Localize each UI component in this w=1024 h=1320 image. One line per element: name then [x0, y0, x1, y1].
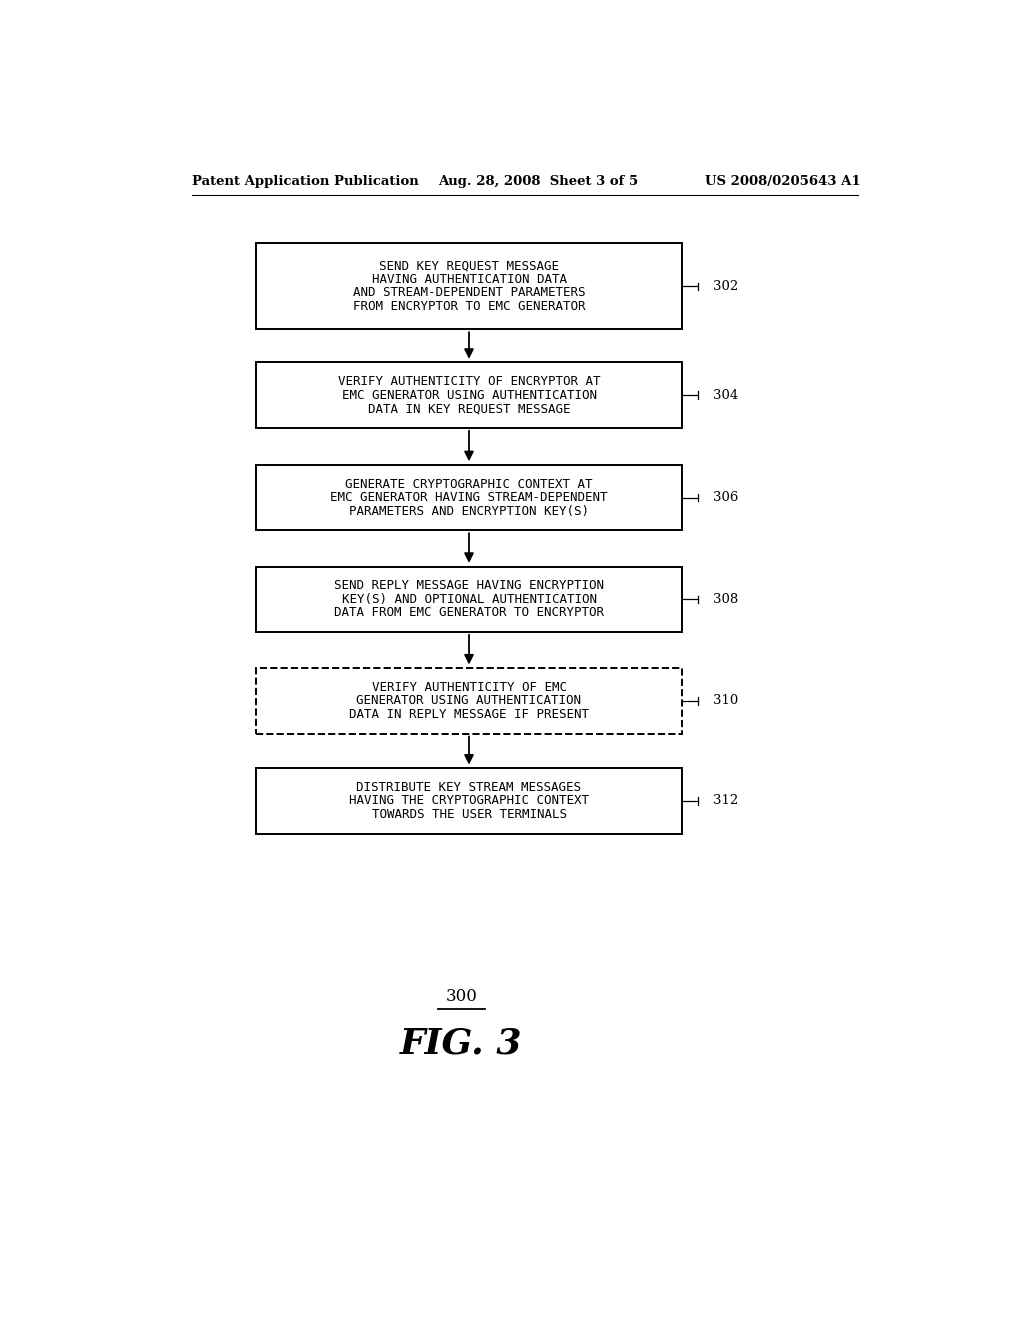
Text: Patent Application Publication: Patent Application Publication: [191, 176, 418, 189]
FancyBboxPatch shape: [256, 363, 682, 428]
Text: TOWARDS THE USER TERMINALS: TOWARDS THE USER TERMINALS: [372, 808, 566, 821]
Text: SEND REPLY MESSAGE HAVING ENCRYPTION: SEND REPLY MESSAGE HAVING ENCRYPTION: [334, 579, 604, 593]
Text: VERIFY AUTHENTICITY OF ENCRYPTOR AT: VERIFY AUTHENTICITY OF ENCRYPTOR AT: [338, 375, 600, 388]
Text: EMC GENERATOR USING AUTHENTICATION: EMC GENERATOR USING AUTHENTICATION: [341, 388, 597, 401]
Text: DISTRIBUTE KEY STREAM MESSAGES: DISTRIBUTE KEY STREAM MESSAGES: [356, 781, 582, 795]
Text: GENERATOR USING AUTHENTICATION: GENERATOR USING AUTHENTICATION: [356, 694, 582, 708]
Text: AND STREAM-DEPENDENT PARAMETERS: AND STREAM-DEPENDENT PARAMETERS: [352, 286, 586, 300]
Text: FIG. 3: FIG. 3: [400, 1027, 522, 1061]
Text: DATA IN KEY REQUEST MESSAGE: DATA IN KEY REQUEST MESSAGE: [368, 403, 570, 416]
Text: 308: 308: [713, 593, 738, 606]
Text: 310: 310: [713, 694, 738, 708]
Text: 312: 312: [713, 795, 738, 808]
FancyBboxPatch shape: [256, 243, 682, 330]
Text: DATA IN REPLY MESSAGE IF PRESENT: DATA IN REPLY MESSAGE IF PRESENT: [349, 708, 589, 721]
Text: FROM ENCRYPTOR TO EMC GENERATOR: FROM ENCRYPTOR TO EMC GENERATOR: [352, 300, 586, 313]
Text: KEY(S) AND OPTIONAL AUTHENTICATION: KEY(S) AND OPTIONAL AUTHENTICATION: [341, 593, 597, 606]
Text: Aug. 28, 2008  Sheet 3 of 5: Aug. 28, 2008 Sheet 3 of 5: [438, 176, 638, 189]
Text: HAVING AUTHENTICATION DATA: HAVING AUTHENTICATION DATA: [372, 273, 566, 286]
Text: GENERATE CRYPTOGRAPHIC CONTEXT AT: GENERATE CRYPTOGRAPHIC CONTEXT AT: [345, 478, 593, 491]
FancyBboxPatch shape: [256, 465, 682, 531]
FancyBboxPatch shape: [256, 566, 682, 632]
Text: HAVING THE CRYPTOGRAPHIC CONTEXT: HAVING THE CRYPTOGRAPHIC CONTEXT: [349, 795, 589, 808]
Text: EMC GENERATOR HAVING STREAM-DEPENDENT: EMC GENERATOR HAVING STREAM-DEPENDENT: [331, 491, 608, 504]
Text: 304: 304: [713, 388, 738, 401]
FancyBboxPatch shape: [256, 668, 682, 734]
Text: 302: 302: [713, 280, 738, 293]
Text: PARAMETERS AND ENCRYPTION KEY(S): PARAMETERS AND ENCRYPTION KEY(S): [349, 504, 589, 517]
Text: 306: 306: [713, 491, 738, 504]
Text: DATA FROM EMC GENERATOR TO ENCRYPTOR: DATA FROM EMC GENERATOR TO ENCRYPTOR: [334, 606, 604, 619]
FancyBboxPatch shape: [256, 768, 682, 834]
Text: VERIFY AUTHENTICITY OF EMC: VERIFY AUTHENTICITY OF EMC: [372, 681, 566, 694]
Text: SEND KEY REQUEST MESSAGE: SEND KEY REQUEST MESSAGE: [379, 260, 559, 272]
Text: 300: 300: [445, 989, 477, 1006]
Text: US 2008/0205643 A1: US 2008/0205643 A1: [706, 176, 861, 189]
